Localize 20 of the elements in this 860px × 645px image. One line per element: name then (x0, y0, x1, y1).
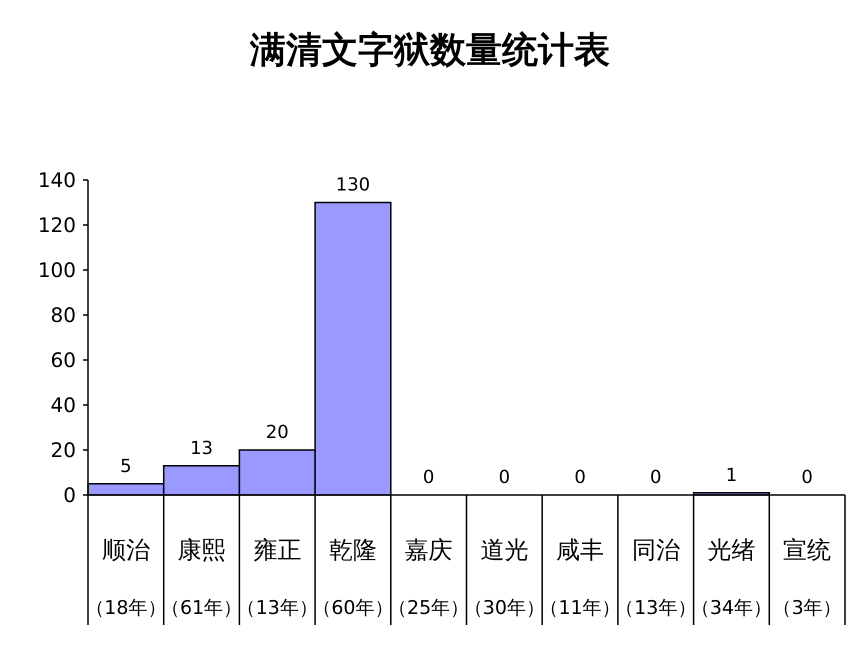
y-tick-label: 20 (50, 438, 76, 462)
y-tick-label: 60 (50, 348, 76, 372)
data-label: 0 (650, 467, 662, 488)
y-tick-label: 120 (38, 213, 76, 237)
data-label: 0 (498, 467, 510, 488)
chart-title: 满清文字狱数量统计表 (249, 29, 610, 71)
data-label: 0 (574, 467, 586, 488)
data-label: 0 (422, 467, 434, 488)
y-tick-label: 80 (50, 303, 76, 327)
y-tick-label: 40 (50, 393, 76, 417)
y-tick-label: 0 (63, 483, 76, 507)
y-tick-label: 140 (38, 168, 76, 192)
data-label: 0 (801, 467, 813, 488)
data-label: 1 (726, 464, 738, 486)
data-label: 13 (190, 438, 214, 459)
data-label: 20 (266, 422, 289, 443)
data-label: 130 (336, 174, 370, 196)
category-label: 宣统（3年） (772, 536, 842, 619)
y-tick-label: 100 (38, 258, 76, 282)
data-label: 5 (120, 456, 132, 477)
